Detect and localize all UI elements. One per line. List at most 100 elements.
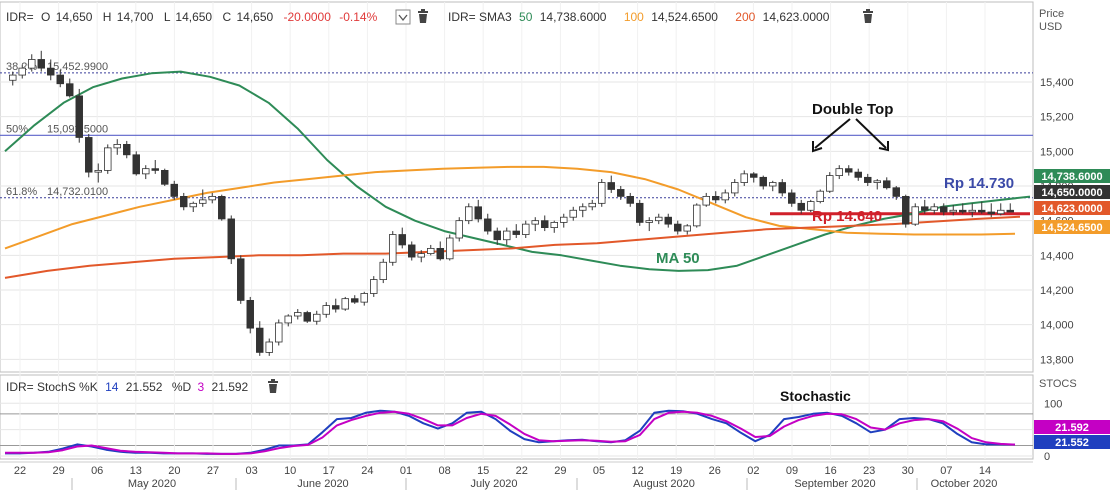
- rp-14730-label: Rp 14.730: [944, 175, 1014, 192]
- candle: [132, 151, 140, 176]
- stoch-badge: 21.552: [1034, 435, 1110, 449]
- x-day-label: 12: [631, 465, 643, 477]
- candle: [845, 165, 853, 176]
- x-day-label: 20: [168, 465, 180, 477]
- header-h-value: 14,700: [117, 10, 154, 24]
- svg-text:14,650.0000: 14,650.0000: [1041, 187, 1102, 199]
- stoch-tick-label: 100: [1044, 398, 1062, 410]
- header-c-value: 14,650: [236, 10, 273, 24]
- price-tick-label: 15,200: [1040, 112, 1074, 124]
- x-month-label: September 2020: [794, 478, 875, 490]
- price-tick-label: 15,400: [1040, 77, 1074, 89]
- candle: [968, 203, 976, 218]
- candle: [569, 206, 577, 221]
- stoch-d-period: 3: [198, 380, 205, 394]
- candle: [816, 189, 824, 204]
- x-day-label: 27: [207, 465, 219, 477]
- svg-text:21.592: 21.592: [1055, 422, 1089, 434]
- candle: [797, 199, 805, 214]
- header-o-value: 14,650: [56, 10, 93, 24]
- sma-label: IDR= SMA3: [448, 10, 512, 24]
- chevron-down-icon[interactable]: [395, 9, 411, 25]
- stochastic-label: Stochastic: [780, 388, 851, 404]
- candle: [807, 199, 815, 212]
- ma-line: [4, 165, 1016, 250]
- trash-icon[interactable]: [863, 9, 873, 23]
- candle: [731, 179, 739, 197]
- candle: [370, 276, 378, 297]
- candle: [275, 319, 283, 346]
- candle: [636, 199, 644, 226]
- x-day-label: 26: [709, 465, 721, 477]
- candle: [484, 213, 492, 235]
- header-c-label: C: [222, 10, 231, 24]
- stoch-label: IDR= StochS %K: [6, 380, 98, 394]
- sma100-value: 14,524.6500: [651, 10, 718, 24]
- x-day-label: 23: [863, 465, 875, 477]
- candle: [769, 180, 777, 192]
- price-badge: 14,738.6000: [1034, 169, 1110, 183]
- currency-axis-title: USD: [1039, 21, 1062, 33]
- fib-pct-label: 50%: [6, 123, 28, 135]
- price-tick-label: 14,200: [1040, 285, 1074, 297]
- candle: [702, 192, 710, 207]
- candle: [978, 201, 986, 214]
- candle: [617, 186, 625, 200]
- x-day-label: 02: [747, 465, 759, 477]
- stochastic-lines: [5, 409, 1016, 455]
- candle: [864, 173, 872, 186]
- candle: [322, 302, 330, 318]
- candle: [712, 191, 720, 204]
- price-tick-label: 13,800: [1040, 354, 1074, 366]
- candle: [512, 224, 520, 238]
- sma50-period: 50: [519, 10, 533, 24]
- candle: [28, 54, 36, 72]
- header-change-pct: -0.14%: [339, 10, 377, 24]
- stoch-k-period: 14: [105, 380, 119, 394]
- x-day-label: 09: [786, 465, 798, 477]
- candle: [750, 172, 758, 183]
- rp-14640-label: Rp 14.640: [812, 208, 882, 225]
- candle: [626, 192, 634, 207]
- candle: [218, 194, 226, 221]
- candle: [560, 213, 568, 228]
- candle: [379, 258, 387, 284]
- x-month-label: June 2020: [297, 478, 348, 490]
- x-day-label: 15: [477, 465, 489, 477]
- header-symbol: IDR=: [6, 10, 34, 24]
- trash-icon[interactable]: [268, 379, 278, 393]
- trash-icon[interactable]: [418, 9, 428, 23]
- candle: [522, 220, 530, 238]
- stoch-d-label: %D: [172, 380, 192, 394]
- svg-text:14,524.6500: 14,524.6500: [1041, 222, 1102, 234]
- x-day-label: 29: [52, 465, 64, 477]
- x-day-label: 08: [438, 465, 450, 477]
- ma50-label: MA 50: [656, 250, 700, 267]
- candle: [227, 215, 235, 264]
- candle: [85, 134, 93, 178]
- candle: [465, 203, 473, 225]
- candle: [446, 234, 454, 261]
- stoch-axis-title: STOCS: [1039, 378, 1077, 390]
- x-month-label: July 2020: [470, 478, 517, 490]
- candle: [284, 314, 292, 327]
- candle: [645, 217, 653, 232]
- candle: [541, 215, 549, 232]
- candlesticks: [9, 50, 1014, 356]
- candle: [740, 170, 748, 186]
- candle: [417, 250, 425, 263]
- ma-line: [4, 215, 1021, 279]
- candle: [883, 177, 891, 190]
- value-badges: 14,738.6000 14,650.0000 14,623.0000 14,524.…: [1034, 169, 1110, 449]
- x-month-label: October 2020: [931, 478, 998, 490]
- x-day-label: 24: [361, 465, 373, 477]
- fib-pct-label: 61.8%: [6, 186, 37, 198]
- candle: [332, 298, 340, 313]
- x-day-label: 16: [824, 465, 836, 477]
- price-panel-frame: [0, 1, 1034, 373]
- candle: [474, 199, 482, 223]
- candle: [721, 189, 729, 204]
- candle: [360, 291, 368, 306]
- candle: [921, 199, 929, 214]
- candle: [18, 64, 26, 79]
